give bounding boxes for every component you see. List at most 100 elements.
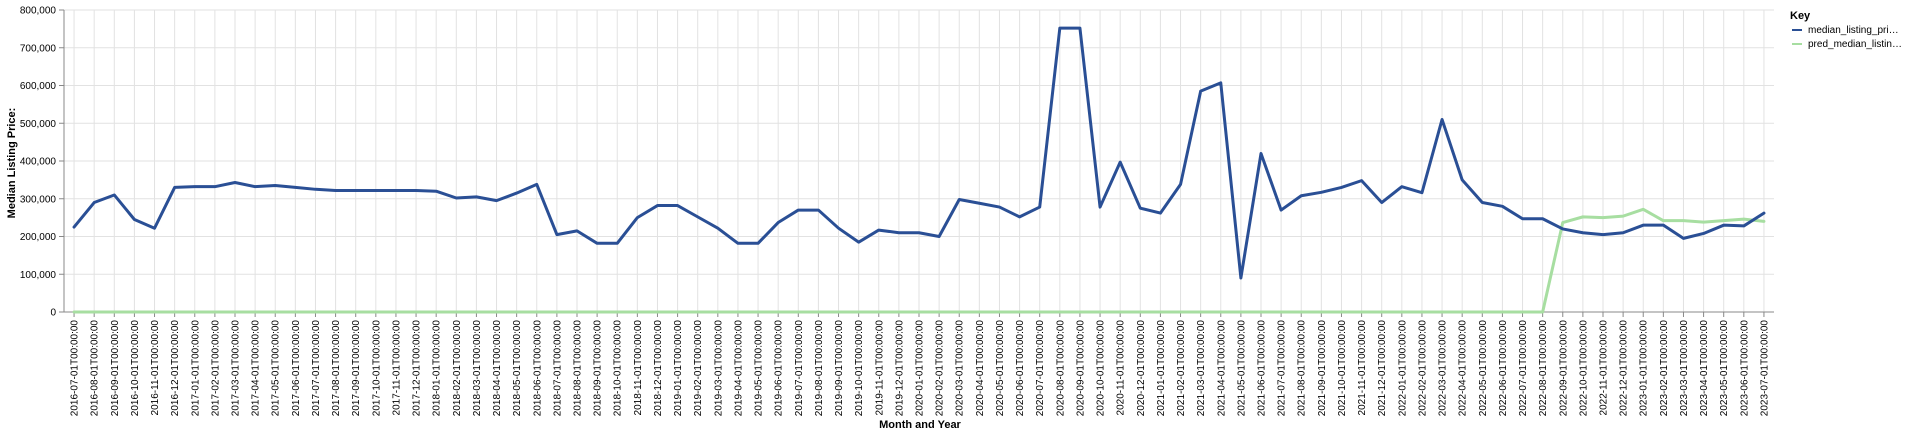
x-tick-label: 2016-12-01T00:00:00	[170, 320, 181, 417]
x-tick-label: 2023-06-01T00:00:00	[1739, 320, 1750, 417]
x-tick-label: 2018-03-01T00:00:00	[472, 320, 483, 417]
y-tick-label: 800,000	[20, 6, 57, 17]
x-tick-label: 2022-09-01T00:00:00	[1558, 320, 1569, 417]
x-tick-label: 2017-04-01T00:00:00	[251, 320, 262, 417]
x-tick-label: 2022-04-01T00:00:00	[1458, 320, 1469, 417]
series-lines	[72, 26, 1766, 314]
x-tick-label: 2021-01-01T00:00:00	[1156, 320, 1167, 417]
gridlines	[64, 9, 1774, 313]
x-tick-label: 2022-12-01T00:00:00	[1619, 320, 1630, 417]
y-tick-label: 300,000	[20, 194, 57, 205]
x-tick-label: 2019-06-01T00:00:00	[774, 320, 785, 417]
y-tick-label: 700,000	[20, 43, 57, 54]
x-tick-label: 2019-02-01T00:00:00	[693, 320, 704, 417]
x-tick-label: 2021-03-01T00:00:00	[1196, 320, 1207, 417]
x-tick-label: 2022-10-01T00:00:00	[1578, 320, 1589, 417]
legend-items: median_listing_pri… pred_median_listin…	[1792, 25, 1902, 50]
x-tick-label: 2022-05-01T00:00:00	[1478, 320, 1489, 417]
y-axis-title: Median Listing Price:	[6, 108, 18, 219]
x-tick-label: 2017-12-01T00:00:00	[412, 320, 423, 417]
x-tick-label: 2016-09-01T00:00:00	[110, 320, 121, 417]
x-tick-label: 2017-10-01T00:00:00	[371, 320, 382, 417]
x-tick-label: 2019-09-01T00:00:00	[834, 320, 845, 417]
x-tick-label: 2018-08-01T00:00:00	[573, 320, 584, 417]
x-tick-label: 2023-07-01T00:00:00	[1759, 320, 1770, 417]
legend-label: pred_median_listin…	[1808, 39, 1902, 50]
x-tick-label: 2019-04-01T00:00:00	[733, 320, 744, 417]
x-tick-label: 2016-11-01T00:00:00	[150, 320, 161, 416]
x-tick-label: 2018-07-01T00:00:00	[552, 320, 563, 417]
x-tick-label: 2018-10-01T00:00:00	[613, 320, 624, 417]
x-tick-label: 2016-10-01T00:00:00	[130, 320, 141, 417]
x-tick-label: 2018-12-01T00:00:00	[653, 320, 664, 417]
x-tick-label: 2023-05-01T00:00:00	[1719, 320, 1730, 417]
x-tick-label: 2017-09-01T00:00:00	[351, 320, 362, 417]
x-tick-label: 2021-04-01T00:00:00	[1216, 320, 1227, 417]
x-tick-label: 2021-02-01T00:00:00	[1176, 320, 1187, 417]
x-tick-label: 2018-06-01T00:00:00	[532, 320, 543, 417]
x-tick-label: 2022-03-01T00:00:00	[1438, 320, 1449, 417]
x-tick-label: 2020-12-01T00:00:00	[1136, 320, 1147, 417]
x-tick-label: 2021-08-01T00:00:00	[1297, 320, 1308, 417]
x-tick-label: 2019-03-01T00:00:00	[713, 320, 724, 417]
y-tick-label: 500,000	[20, 119, 57, 130]
x-tick-label: 2018-05-01T00:00:00	[512, 320, 523, 417]
x-tick-label: 2020-04-01T00:00:00	[975, 320, 986, 417]
legend-label: median_listing_pri…	[1808, 25, 1899, 36]
x-tick-label: 2018-01-01T00:00:00	[432, 320, 443, 417]
x-tick-label: 2023-04-01T00:00:00	[1699, 320, 1710, 417]
x-tick-label: 2017-01-01T00:00:00	[190, 320, 201, 417]
x-axis-title: Month and Year	[879, 419, 961, 431]
y-tick-label: 200,000	[20, 232, 57, 243]
x-tick-label: 2020-07-01T00:00:00	[1035, 320, 1046, 417]
x-tick-label: 2020-10-01T00:00:00	[1096, 320, 1107, 417]
series-line	[72, 207, 1766, 314]
x-tick-label: 2018-04-01T00:00:00	[492, 320, 503, 417]
x-tick-label: 2021-06-01T00:00:00	[1257, 320, 1268, 417]
legend: Key median_listing_pri… pred_median_listi…	[1790, 10, 1902, 50]
x-tick-label: 2021-10-01T00:00:00	[1337, 320, 1348, 417]
y-tick-label: 400,000	[20, 157, 57, 168]
x-tick-label: 2016-08-01T00:00:00	[90, 320, 101, 417]
x-tick-label: 2022-07-01T00:00:00	[1518, 320, 1529, 417]
y-tick-label: 100,000	[20, 270, 57, 281]
x-tick-label: 2022-06-01T00:00:00	[1498, 320, 1509, 417]
x-tick-label: 2021-07-01T00:00:00	[1277, 320, 1288, 417]
x-tick-label: 2021-11-01T00:00:00	[1357, 320, 1368, 416]
x-tick-label: 2017-03-01T00:00:00	[231, 320, 242, 417]
x-tick-label: 2019-07-01T00:00:00	[794, 320, 805, 417]
x-tick-label: 2019-05-01T00:00:00	[754, 320, 765, 417]
x-tick-label: 2023-03-01T00:00:00	[1679, 320, 1690, 417]
x-tick-label: 2023-01-01T00:00:00	[1639, 320, 1650, 417]
x-tick-label: 2019-11-01T00:00:00	[874, 320, 885, 416]
x-tick-label: 2020-02-01T00:00:00	[935, 320, 946, 417]
x-tick-label: 2017-06-01T00:00:00	[291, 320, 302, 417]
x-tick-label: 2022-02-01T00:00:00	[1417, 320, 1428, 417]
x-tick-label: 2020-06-01T00:00:00	[1015, 320, 1026, 417]
x-tick-label: 2017-07-01T00:00:00	[311, 320, 322, 417]
x-tick-label: 2020-09-01T00:00:00	[1075, 320, 1086, 417]
x-tick-label: 2020-05-01T00:00:00	[995, 320, 1006, 417]
x-tick-label: 2020-03-01T00:00:00	[955, 320, 966, 417]
x-tick-label: 2019-08-01T00:00:00	[814, 320, 825, 417]
x-tick-label: 2021-05-01T00:00:00	[1236, 320, 1247, 417]
y-tick-label: 600,000	[20, 81, 57, 92]
x-tick-label: 2016-07-01T00:00:00	[70, 320, 81, 417]
x-tick-label: 2019-01-01T00:00:00	[673, 320, 684, 417]
x-tick-label: 2021-09-01T00:00:00	[1317, 320, 1328, 417]
x-tick-label: 2021-12-01T00:00:00	[1377, 320, 1388, 417]
y-tick-label: 0	[50, 308, 56, 319]
x-tick-label: 2017-02-01T00:00:00	[210, 320, 221, 417]
x-tick-label: 2019-12-01T00:00:00	[894, 320, 905, 417]
series-line	[72, 26, 1766, 280]
legend-title: Key	[1790, 10, 1811, 22]
x-tick-label: 2017-05-01T00:00:00	[271, 320, 282, 417]
x-tick-label: 2020-08-01T00:00:00	[1055, 320, 1066, 417]
x-tick-label: 2018-09-01T00:00:00	[593, 320, 604, 417]
x-tick-label: 2018-11-01T00:00:00	[633, 320, 644, 416]
x-tick-label: 2022-08-01T00:00:00	[1538, 320, 1549, 417]
x-tick-label: 2022-11-01T00:00:00	[1599, 320, 1610, 416]
x-tick-label: 2022-01-01T00:00:00	[1397, 320, 1408, 417]
